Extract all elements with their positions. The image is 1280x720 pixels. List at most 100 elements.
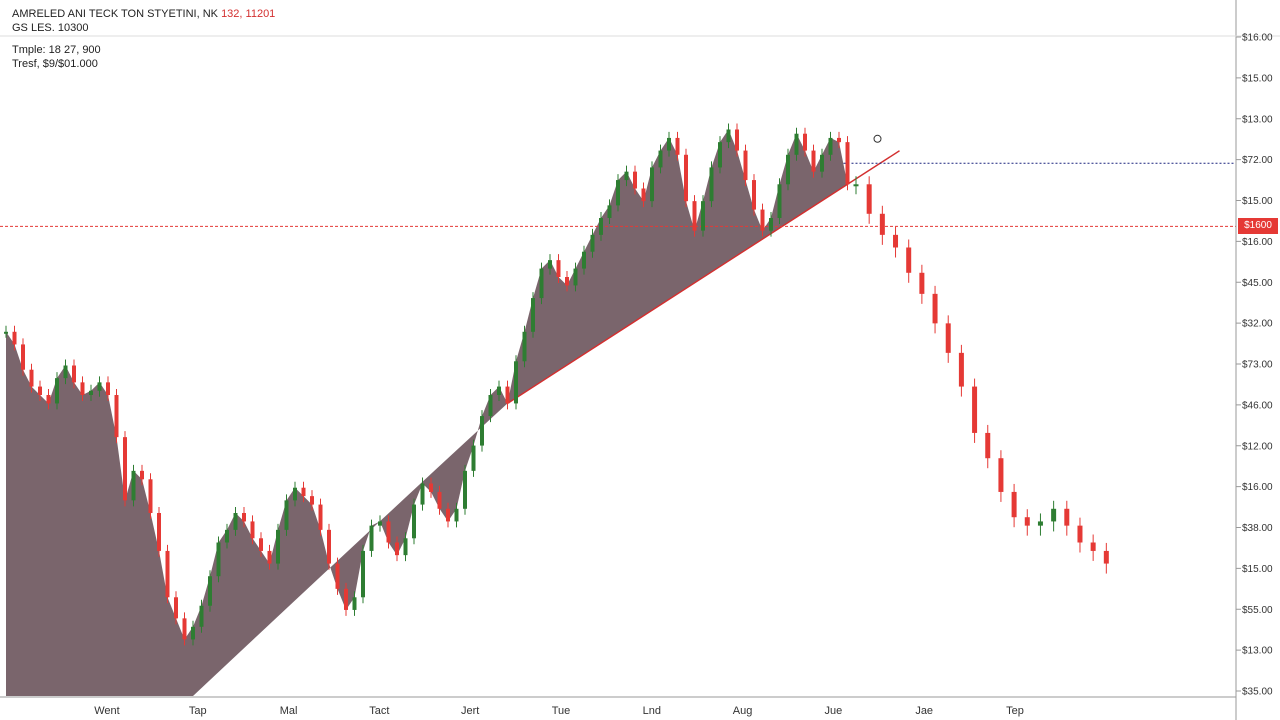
candle [932, 293, 938, 324]
candle [165, 550, 170, 598]
x-tick-label: Tep [1006, 705, 1024, 717]
candle [709, 167, 714, 202]
x-tick-label: Jert [461, 705, 479, 717]
candle [1011, 491, 1017, 518]
candle [233, 513, 238, 530]
candle [811, 150, 816, 172]
candle [208, 576, 212, 606]
candle [199, 605, 204, 627]
candle [114, 395, 119, 438]
candle [89, 390, 93, 395]
candle [437, 491, 442, 509]
candle [344, 588, 348, 610]
y-tick-label: $73.00 [1242, 360, 1273, 371]
candles [4, 123, 1109, 646]
level-lines [0, 134, 1236, 405]
candle [633, 171, 637, 189]
candle [803, 133, 807, 151]
candle [403, 538, 408, 556]
x-tick-label: Tap [189, 705, 207, 717]
candle [985, 432, 991, 459]
candle [429, 483, 433, 492]
candle [148, 479, 153, 513]
candle [97, 382, 102, 391]
candle [293, 487, 297, 501]
candle [378, 521, 382, 526]
y-tick-label: $13.00 [1242, 646, 1273, 657]
y-tick-label: $16.00 [1242, 482, 1273, 493]
y-tick-label: $16.00 [1242, 237, 1273, 248]
y-tick-label: $16.00 [1242, 33, 1273, 44]
y-tick-label: $12.00 [1242, 441, 1273, 452]
x-tick-label: Tue [552, 705, 571, 717]
candle [157, 513, 161, 551]
candle [641, 188, 646, 202]
candle [972, 386, 978, 433]
candle [853, 184, 859, 187]
candle [675, 137, 680, 155]
candle [794, 133, 799, 155]
candle [777, 184, 782, 218]
candle [463, 470, 467, 509]
candle [667, 137, 671, 151]
candle [692, 201, 697, 231]
candle [1051, 508, 1057, 522]
candle [480, 416, 484, 446]
candle [471, 445, 476, 471]
candle [216, 542, 221, 577]
candle [958, 352, 964, 387]
candle [352, 597, 357, 610]
y-tick-label: $15.00 [1242, 73, 1273, 84]
candle [106, 382, 110, 395]
info-line-2: GS LES. 10300 [12, 22, 89, 34]
candle [906, 247, 912, 273]
y-tick-label: $72.00 [1242, 155, 1273, 166]
candle [369, 525, 374, 551]
candle [12, 331, 17, 345]
trendline[interactable] [507, 150, 900, 405]
candle [488, 395, 493, 417]
candle [556, 260, 561, 277]
candle [845, 142, 850, 185]
candle [182, 618, 187, 640]
candle [250, 521, 255, 539]
candle [893, 234, 899, 248]
candle [276, 529, 280, 564]
y-tick-label: $15.00 [1242, 196, 1273, 207]
x-tick-label: Jae [915, 705, 933, 717]
y-tick-label: $35.00 [1242, 687, 1273, 698]
candle [29, 369, 34, 387]
candle [80, 382, 85, 395]
drawing-handle-icon[interactable] [873, 134, 882, 143]
candle [310, 496, 314, 505]
chart-title-line: AMRELED ANI TECK TON STYETINI, NK 132, 1… [12, 8, 275, 20]
candle [191, 626, 195, 640]
y-tick-label: $46.00 [1242, 400, 1273, 411]
candle [395, 542, 399, 556]
candle [63, 365, 68, 379]
candle [284, 500, 289, 530]
candle [945, 323, 951, 353]
candle [919, 272, 925, 294]
candle [412, 504, 416, 539]
candle [38, 386, 42, 395]
candle [140, 470, 144, 480]
candle [446, 508, 450, 522]
candle [820, 154, 824, 172]
candle [718, 142, 722, 168]
candle [548, 260, 552, 269]
candle [752, 180, 756, 210]
candle [1064, 508, 1070, 526]
candle [327, 529, 331, 564]
candle [650, 167, 654, 202]
chart-title-value: 132, 11201 [221, 8, 276, 20]
candle [590, 234, 595, 252]
candle [4, 331, 8, 334]
candle [599, 218, 603, 235]
candle [1077, 525, 1083, 543]
candle [531, 298, 535, 332]
candle [658, 150, 663, 168]
x-tick-label: Aug [733, 705, 753, 717]
